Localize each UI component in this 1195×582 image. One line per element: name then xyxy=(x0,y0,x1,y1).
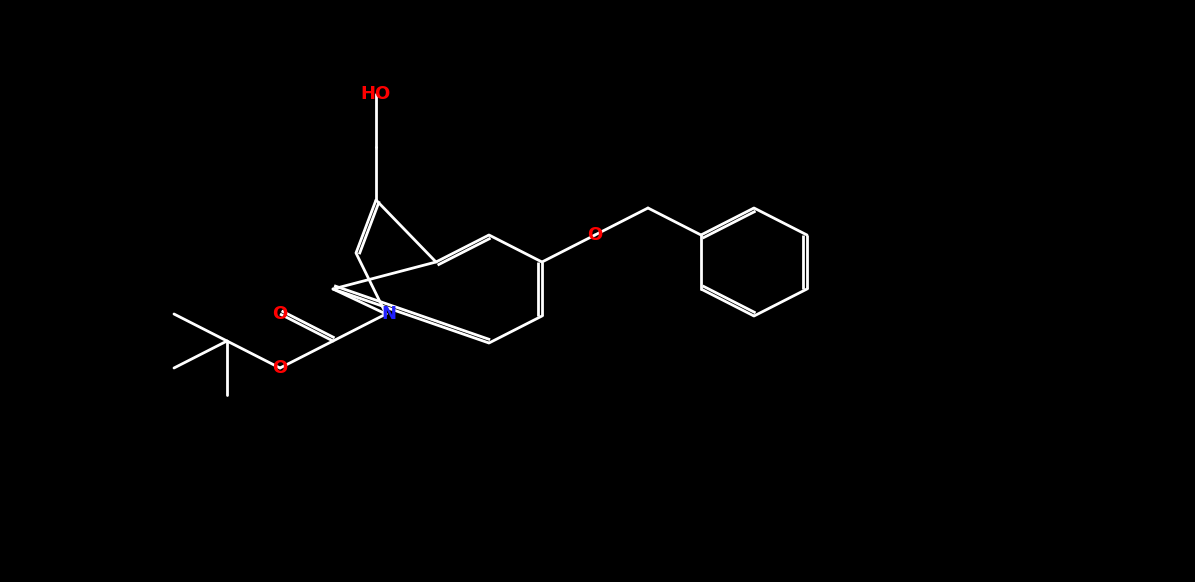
Text: HO: HO xyxy=(361,85,391,103)
Text: O: O xyxy=(272,359,288,377)
Text: O: O xyxy=(588,226,602,244)
Text: N: N xyxy=(381,305,397,323)
Text: O: O xyxy=(272,305,288,323)
